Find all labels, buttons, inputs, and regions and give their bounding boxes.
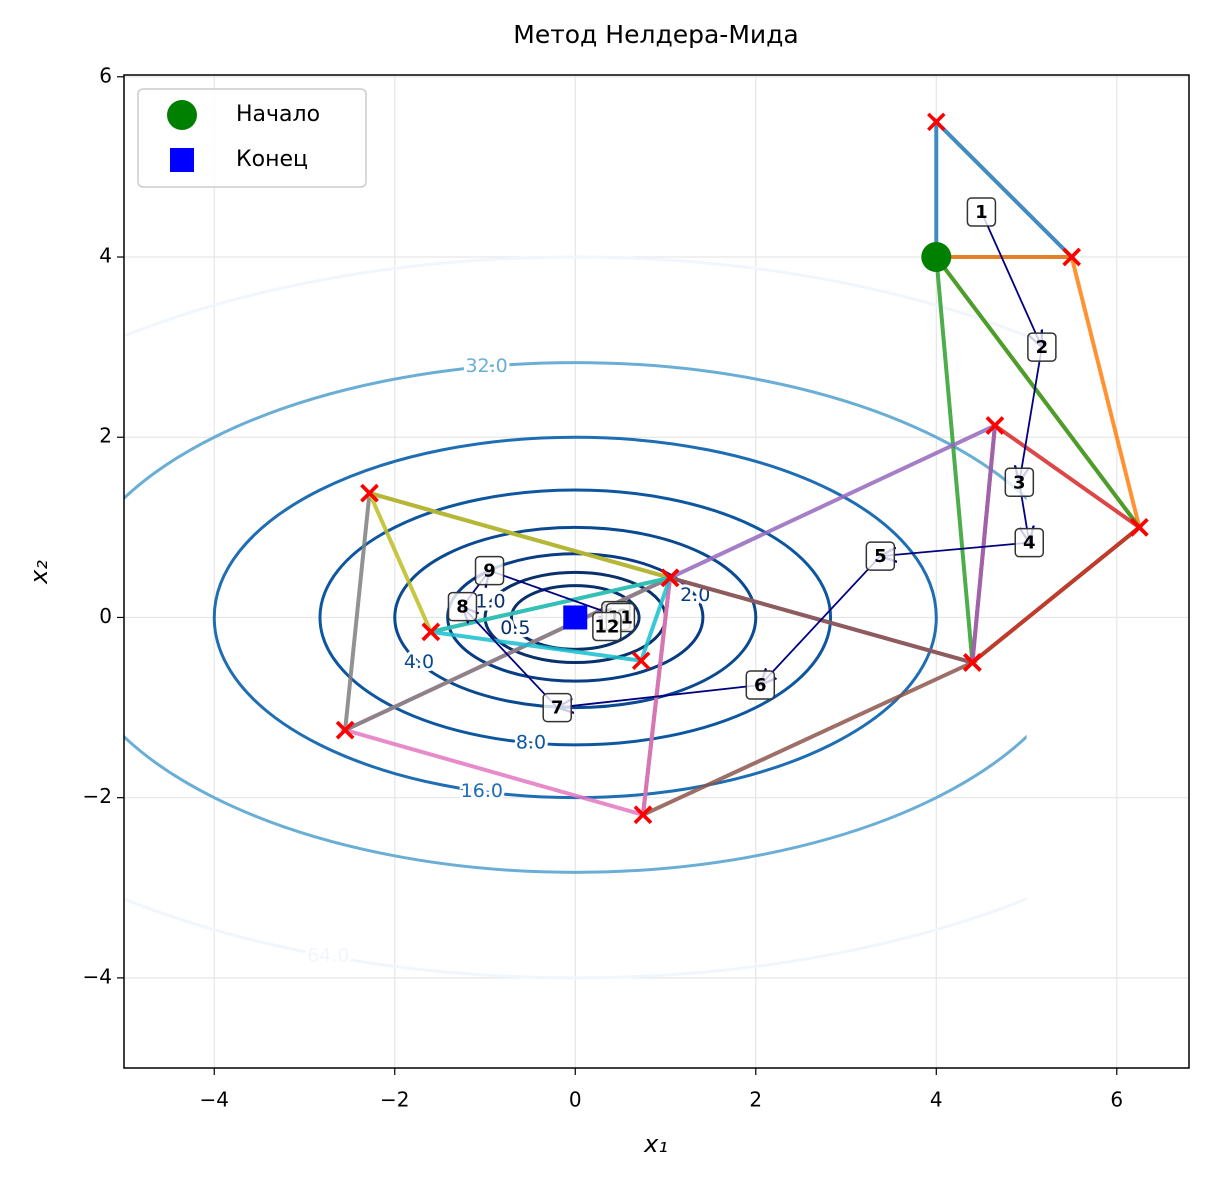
x-tick-label: 6 xyxy=(1110,1088,1123,1112)
plot-frame xyxy=(123,74,1190,1069)
legend-marker xyxy=(167,100,197,130)
step-label: 5 xyxy=(865,541,896,571)
vertex-marker xyxy=(985,416,1005,435)
step-label: 2 xyxy=(1027,332,1057,362)
contour-label: 4.0 xyxy=(404,651,434,673)
step-label: 9 xyxy=(474,555,505,586)
contour-label: 8.0 xyxy=(516,731,546,753)
vertex-marker xyxy=(1130,518,1149,537)
label-box xyxy=(1027,332,1057,362)
step-label: 4 xyxy=(1014,527,1044,558)
contour xyxy=(124,361,1027,874)
chart-title: Метод Нелдера-Мида xyxy=(513,20,799,49)
y-tick-label: 0 xyxy=(99,604,112,628)
step-label-text: 4 xyxy=(1023,533,1036,554)
y-tick-label: 6 xyxy=(99,63,112,87)
end-point xyxy=(563,605,588,630)
contour xyxy=(212,435,938,800)
label-box xyxy=(592,611,622,642)
grid xyxy=(124,75,1189,1068)
x-tick-label: −2 xyxy=(380,1088,409,1112)
contour-label: 64.0 xyxy=(307,945,349,967)
step-label-text: 3 xyxy=(1013,472,1026,493)
step-label-text: 9 xyxy=(483,561,496,582)
step-label-text: 7 xyxy=(551,698,564,719)
y-tick-label: 4 xyxy=(99,244,112,268)
plot: 123456789101112 xyxy=(335,112,1149,825)
step-label: 8 xyxy=(447,591,478,622)
y-tick-label: −4 xyxy=(83,964,112,988)
contour-label: 1.0 xyxy=(475,591,505,613)
simplex xyxy=(430,575,674,663)
label-box xyxy=(865,541,896,571)
vertex-marker xyxy=(360,483,379,503)
label-box xyxy=(1014,527,1044,558)
simplex xyxy=(640,575,979,819)
path-arrow xyxy=(557,684,761,708)
label-box xyxy=(542,692,572,723)
vertex-marker xyxy=(421,622,441,642)
label-box xyxy=(745,670,776,700)
path-arrow xyxy=(462,607,558,709)
x-tick-label: 0 xyxy=(569,1088,582,1112)
simplex xyxy=(934,117,1077,260)
step-label-text: 5 xyxy=(874,546,887,567)
contour xyxy=(124,255,1027,980)
step-label: 1 xyxy=(966,197,997,227)
step-label-text: 1 xyxy=(975,202,988,223)
contour xyxy=(318,488,833,747)
x-tick-label: −4 xyxy=(200,1088,229,1112)
label-box xyxy=(474,555,505,586)
vertex-marker xyxy=(631,651,651,670)
step-label-text: 2 xyxy=(1036,337,1049,358)
step-label: 6 xyxy=(745,670,776,700)
label-box xyxy=(1004,467,1035,498)
path-arrow xyxy=(1019,346,1043,482)
contour xyxy=(393,525,758,710)
vertex-marker xyxy=(963,653,982,672)
x-axis-label: x₁ xyxy=(643,1130,668,1158)
path-arrow xyxy=(980,211,1041,347)
contour xyxy=(509,584,641,651)
simplex xyxy=(969,421,1143,668)
legend-label: Начало xyxy=(236,102,320,127)
step-label: 3 xyxy=(1004,467,1035,498)
y-axis-label: x₂ xyxy=(25,560,53,585)
step-label: 12 xyxy=(592,611,622,642)
contour-label: 32.0 xyxy=(465,355,507,377)
step-label-text: 12 xyxy=(594,616,619,637)
simplex xyxy=(664,422,998,666)
path-arrow xyxy=(760,555,881,685)
path-arrow xyxy=(880,541,1030,557)
start-point xyxy=(921,242,952,273)
path-arrow xyxy=(489,569,616,616)
y-tick-label: −2 xyxy=(83,784,112,808)
label-box xyxy=(447,591,478,622)
contour xyxy=(446,552,705,683)
contour-label: 0.5 xyxy=(500,617,530,639)
legend-label: Конец xyxy=(236,147,308,172)
x-tick-label: 2 xyxy=(749,1088,762,1112)
vertex-marker xyxy=(1062,247,1081,267)
step-label-text: 6 xyxy=(754,675,767,696)
simplex xyxy=(933,250,1143,667)
legend: Начало Конец xyxy=(137,88,367,188)
y-tick-label: 2 xyxy=(99,424,112,448)
vertex-marker xyxy=(633,805,653,825)
vertex-marker xyxy=(335,720,355,740)
contour-label: 16.0 xyxy=(461,780,503,802)
label-box xyxy=(966,197,997,227)
x-tick-label: 4 xyxy=(930,1088,943,1112)
legend-marker xyxy=(170,148,194,172)
vertex-marker xyxy=(927,112,946,132)
vertex-marker xyxy=(660,568,680,588)
step-label-text: 8 xyxy=(456,597,469,618)
step-label: 7 xyxy=(542,692,572,723)
